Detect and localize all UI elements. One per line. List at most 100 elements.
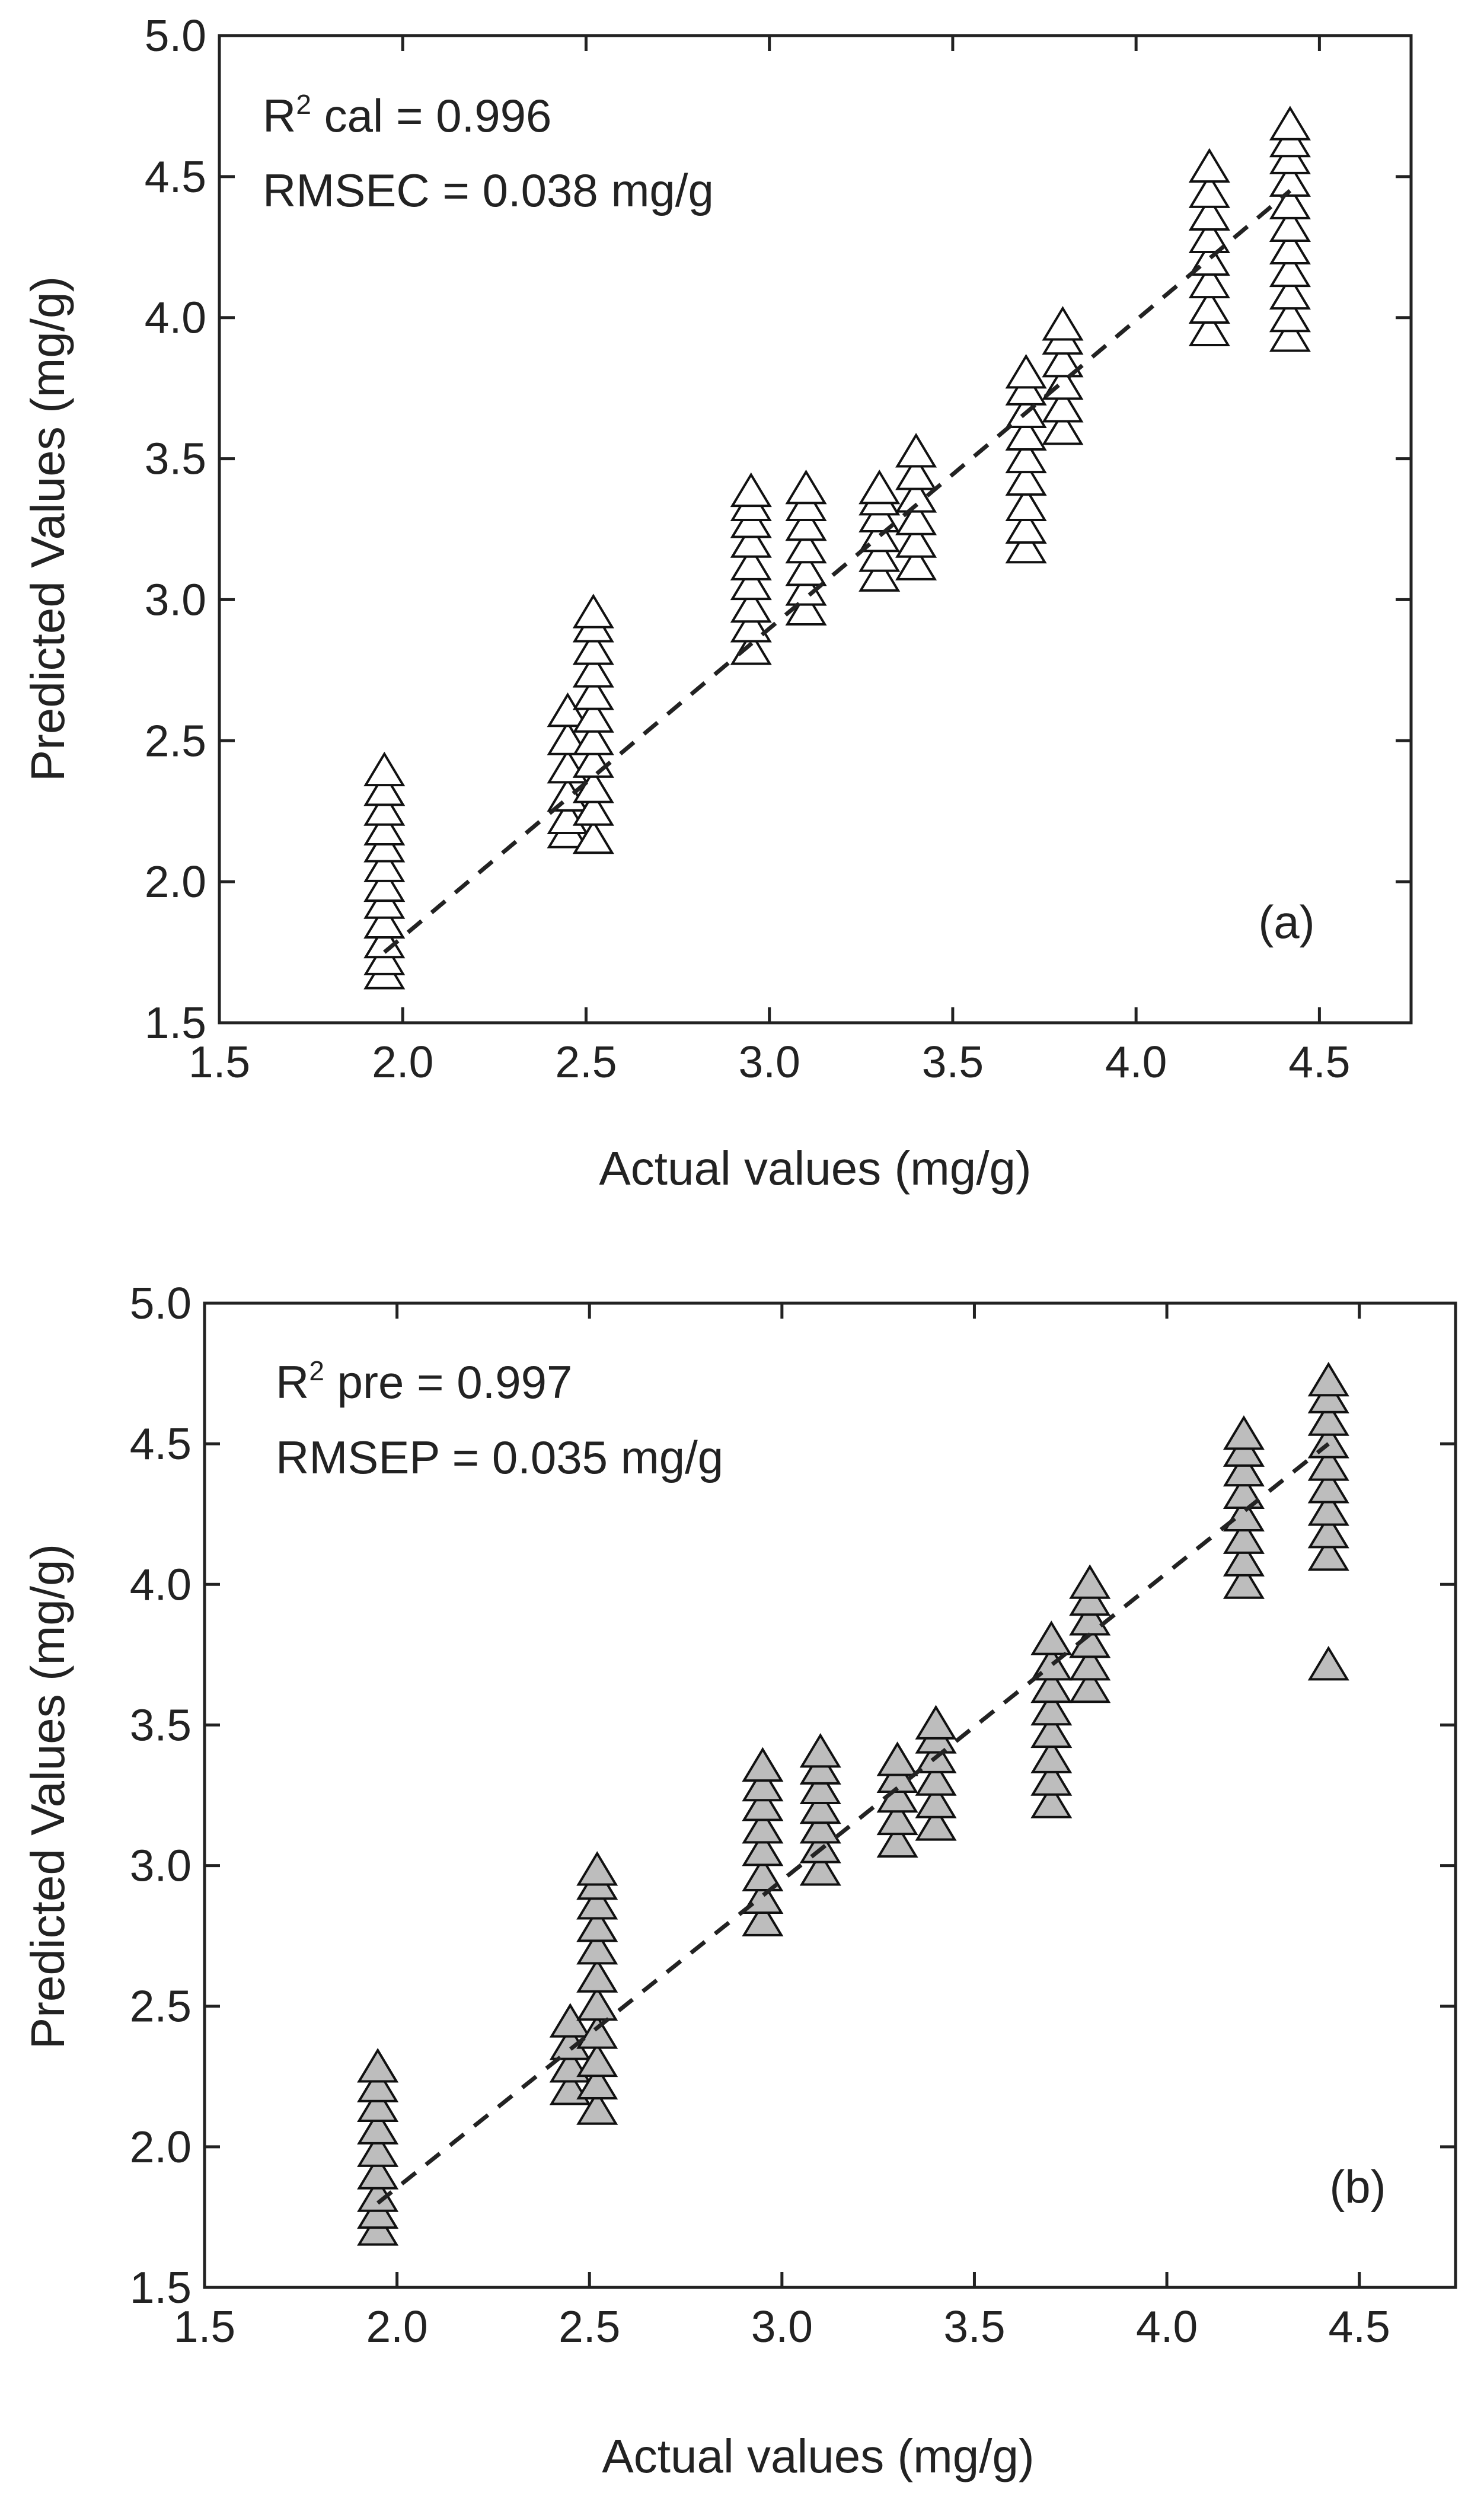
- data-point: [547, 720, 589, 755]
- x-axis-title: Actual values (mg/g): [599, 1142, 1031, 1195]
- data-point: [876, 1741, 918, 1776]
- data-point: [742, 1831, 784, 1866]
- data-point: [730, 608, 772, 643]
- data-point: [1030, 1620, 1073, 1655]
- r2-annotation: R2 cal = 0.996: [263, 89, 551, 142]
- data-point: [357, 2110, 399, 2145]
- data-point: [363, 923, 406, 959]
- x-tick-label: 3.0: [739, 1037, 800, 1087]
- y-tick-label: 4.5: [130, 1419, 192, 1469]
- data-point: [1188, 196, 1230, 231]
- data-point: [742, 1809, 784, 1844]
- data-point: [363, 771, 406, 806]
- y-tick-label: 3.0: [130, 1841, 192, 1891]
- data-point: [785, 551, 827, 586]
- data-point: [576, 1986, 618, 2021]
- data-point: [1307, 1446, 1349, 1481]
- data-point: [895, 523, 937, 558]
- data-point: [730, 503, 772, 538]
- data-point: [1030, 1713, 1073, 1748]
- data-point: [1042, 388, 1084, 423]
- scatter-points: [363, 106, 1311, 990]
- y-axis-ticks: 1.5 2.0 2.5 3.0 3.5 4.0 4.5 5.0: [130, 1278, 1456, 2312]
- data-point: [572, 653, 614, 688]
- y-axis-title: Predicted Values (mg/g): [21, 276, 74, 781]
- data-point: [730, 472, 772, 508]
- data-point: [363, 940, 406, 975]
- data-point: [357, 2194, 399, 2229]
- x-tick-label: 4.5: [1288, 1037, 1350, 1087]
- data-point: [1223, 1415, 1265, 1450]
- y-axis-ticks: 1.5 2.0 2.5 3.0 3.5 4.0 4.5 5.0: [145, 11, 1411, 1048]
- data-point: [576, 1907, 618, 1942]
- data-point: [363, 828, 406, 863]
- data-point: [357, 2132, 399, 2167]
- data-point: [572, 593, 614, 628]
- fit-line: [383, 189, 1292, 954]
- data-point: [1269, 106, 1311, 141]
- data-point: [1030, 1690, 1073, 1726]
- x-tick-label: 4.5: [1329, 2302, 1390, 2351]
- data-point: [1269, 184, 1311, 219]
- data-point: [859, 557, 901, 592]
- data-point: [799, 1750, 841, 1785]
- data-point: [799, 1769, 841, 1805]
- y-tick-label: 2.0: [130, 2122, 192, 2172]
- data-point: [799, 1829, 841, 1863]
- data-point: [895, 500, 937, 535]
- data-point: [1005, 371, 1047, 406]
- data-point: [1042, 342, 1084, 378]
- data-point: [1307, 1401, 1349, 1436]
- y-tick-label: 3.5: [130, 1700, 192, 1750]
- data-point: [785, 506, 827, 541]
- data-point: [1069, 1645, 1111, 1681]
- data-point: [859, 497, 901, 532]
- data-point: [1188, 173, 1230, 208]
- data-point: [572, 698, 614, 733]
- data-point: [895, 545, 937, 580]
- data-point: [799, 1809, 841, 1844]
- y-tick-label: 2.5: [145, 716, 206, 765]
- y-tick-label: 2.0: [145, 857, 206, 907]
- data-point: [730, 523, 772, 558]
- data-point: [785, 591, 827, 626]
- data-point: [572, 819, 614, 854]
- data-point: [1030, 1668, 1073, 1703]
- plot-frame: [218, 34, 1413, 1025]
- data-point: [1223, 1542, 1265, 1577]
- data-point: [1307, 1361, 1349, 1397]
- y-tick-label: 1.5: [130, 2263, 192, 2312]
- data-point: [1005, 509, 1047, 544]
- y-tick-label: 1.5: [145, 998, 206, 1048]
- r2-annotation: R2 pre = 0.997: [276, 1355, 572, 1408]
- data-point: [1005, 528, 1047, 564]
- data-point: [742, 1856, 784, 1892]
- data-point: [363, 847, 406, 882]
- data-point: [895, 478, 937, 513]
- data-point: [1005, 486, 1047, 521]
- data-point: [1069, 1564, 1111, 1599]
- data-point: [1069, 1668, 1111, 1703]
- data-point: [1223, 1519, 1265, 1554]
- data-point: [1030, 1761, 1073, 1796]
- data-point: [1069, 1581, 1111, 1616]
- data-point: [1269, 122, 1311, 158]
- data-point: [1188, 263, 1230, 299]
- data-point: [742, 1747, 784, 1782]
- data-point: [363, 810, 406, 846]
- data-point: [915, 1806, 957, 1841]
- data-point: [572, 791, 614, 826]
- data-point: [1042, 306, 1084, 341]
- x-tick-label: 3.0: [751, 2302, 813, 2351]
- x-axis-ticks: 1.5 2.0 2.5 3.0 3.5 4.0 4.5: [174, 1303, 1390, 2351]
- data-point: [576, 1929, 618, 1965]
- data-point: [742, 1901, 784, 1936]
- y-tick-label: 5.0: [130, 1278, 192, 1328]
- data-point: [1307, 1469, 1349, 1504]
- rmse-annotation: RMSEC = 0.038 mg/g: [263, 164, 714, 216]
- data-point: [1042, 410, 1084, 445]
- data-point: [876, 1823, 918, 1858]
- data-point: [1030, 1783, 1073, 1818]
- data-point: [1030, 1738, 1073, 1773]
